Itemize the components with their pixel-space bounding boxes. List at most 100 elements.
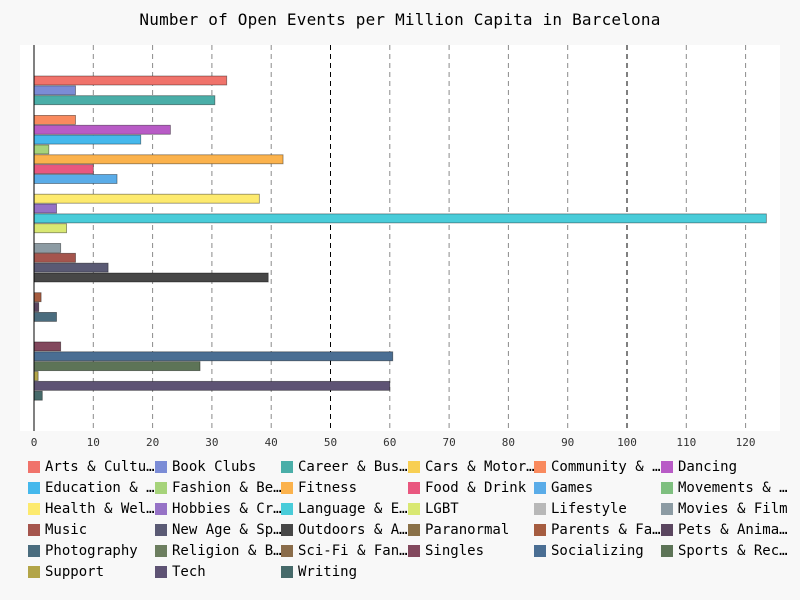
legend-swatch: [155, 461, 167, 473]
legend-item[interactable]: Cars & Motor…: [408, 457, 535, 477]
bar: [33, 371, 39, 381]
legend-swatch: [661, 482, 673, 494]
legend-item[interactable]: Movies & Film: [661, 499, 788, 519]
legend-swatch: [534, 545, 546, 557]
legend-swatch: [408, 482, 420, 494]
bar: [33, 380, 391, 391]
legend-swatch: [28, 545, 40, 557]
legend-item[interactable]: Parents & Fa…: [534, 520, 661, 540]
legend-label: New Age & Sp…: [172, 522, 282, 538]
legend-swatch: [155, 503, 167, 515]
bar: [33, 361, 201, 372]
legend-swatch: [534, 461, 546, 473]
legend-label: Health & Wel…: [45, 501, 155, 517]
x-tick-label: 0: [31, 436, 38, 449]
legend-label: Food & Drink: [425, 480, 527, 496]
legend-label: Tech: [172, 564, 206, 580]
x-tick-label: 120: [736, 436, 756, 449]
legend-label: Language & E…: [298, 501, 408, 517]
bar: [33, 351, 394, 362]
legend-item[interactable]: Outdoors & A…: [281, 520, 408, 540]
legend-swatch: [155, 545, 167, 557]
bar: [33, 85, 76, 96]
bar: [33, 390, 43, 401]
legend-swatch: [28, 461, 40, 473]
bar: [33, 311, 57, 322]
legend-swatch: [661, 503, 673, 515]
bar: [33, 193, 260, 204]
bar: [33, 124, 171, 135]
bar: [33, 134, 142, 145]
legend-item[interactable]: Lifestyle: [534, 499, 627, 519]
legend-label: Education & …: [45, 480, 155, 496]
legend-label: Hobbies & Cr…: [172, 501, 282, 517]
legend-item[interactable]: Religion & B…: [155, 541, 282, 561]
legend-item[interactable]: Sci-Fi & Fan…: [281, 541, 408, 561]
legend-item[interactable]: Fashion & Be…: [155, 478, 282, 498]
legend-swatch: [281, 545, 293, 557]
legend-swatch: [408, 461, 420, 473]
legend-item[interactable]: Singles: [408, 541, 484, 561]
legend-item[interactable]: Pets & Anima…: [661, 520, 788, 540]
x-tick-label: 70: [442, 436, 455, 449]
legend-item[interactable]: Food & Drink: [408, 478, 526, 498]
bar: [33, 95, 216, 106]
legend-swatch: [534, 482, 546, 494]
legend-item[interactable]: Tech: [155, 562, 206, 582]
legend-swatch: [28, 524, 40, 536]
legend-item[interactable]: Arts & Cultu…: [28, 457, 155, 477]
legend-item[interactable]: Music: [28, 520, 87, 540]
legend-item[interactable]: Book Clubs: [155, 457, 256, 477]
legend-label: Community & …: [551, 459, 661, 475]
legend-item[interactable]: Photography: [28, 541, 138, 561]
legend-label: Book Clubs: [172, 459, 257, 475]
x-tick-label: 30: [205, 436, 218, 449]
bar: [33, 292, 42, 303]
legend-label: Games: [551, 480, 594, 496]
legend-item[interactable]: Socializing: [534, 541, 644, 561]
legend-label: Cars & Motor…: [425, 459, 535, 475]
bar: [33, 164, 94, 175]
bar: [33, 272, 269, 283]
legend-label: LGBT: [425, 501, 459, 517]
legend-item[interactable]: Career & Bus…: [281, 457, 408, 477]
legend-item[interactable]: Hobbies & Cr…: [155, 499, 282, 519]
bar: [33, 115, 76, 125]
legend-label: Movements & …: [678, 480, 788, 496]
legend-item[interactable]: Paranormal: [408, 520, 509, 540]
x-tick-label: 110: [676, 436, 696, 449]
legend-swatch: [155, 524, 167, 536]
legend-label: Singles: [425, 543, 485, 559]
legend-item[interactable]: LGBT: [408, 499, 459, 519]
grid-lines: [92, 45, 747, 431]
legend-item[interactable]: Language & E…: [281, 499, 408, 519]
bar: [33, 213, 767, 224]
legend-label: Arts & Cultu…: [45, 459, 155, 475]
legend-item[interactable]: Health & Wel…: [28, 499, 155, 519]
legend-item[interactable]: New Age & Sp…: [155, 520, 282, 540]
bar: [33, 154, 284, 165]
bar: [33, 223, 68, 234]
chart-plot: 0 10 20 30 40 50 60 70 80 90 100 110 120: [30, 45, 767, 449]
legend-item[interactable]: Education & …: [28, 478, 155, 498]
legend-item[interactable]: Fitness: [281, 478, 357, 498]
x-tick-labels: 0 10 20 30 40 50 60 70 80 90 100 110 120: [31, 436, 756, 449]
legend-item[interactable]: Support: [28, 562, 104, 582]
legend-item[interactable]: Games: [534, 478, 593, 498]
legend-label: Pets & Anima…: [678, 522, 788, 538]
legend-label: Support: [45, 564, 105, 580]
bar: [33, 302, 40, 312]
legend-label: Fitness: [298, 480, 358, 496]
legend-swatch: [281, 566, 293, 578]
legend-label: Sports & Rec…: [678, 543, 788, 559]
legend-label: Writing: [298, 564, 358, 580]
legend-label: Religion & B…: [172, 543, 282, 559]
legend-item[interactable]: Writing: [281, 562, 357, 582]
legend-item[interactable]: Dancing: [661, 457, 737, 477]
x-tick-label: 90: [561, 436, 574, 449]
legend-swatch: [281, 503, 293, 515]
legend-item[interactable]: Sports & Rec…: [661, 541, 788, 561]
legend-item[interactable]: Community & …: [534, 457, 661, 477]
x-tick-label: 100: [617, 436, 637, 449]
legend-item[interactable]: Movements & …: [661, 478, 788, 498]
